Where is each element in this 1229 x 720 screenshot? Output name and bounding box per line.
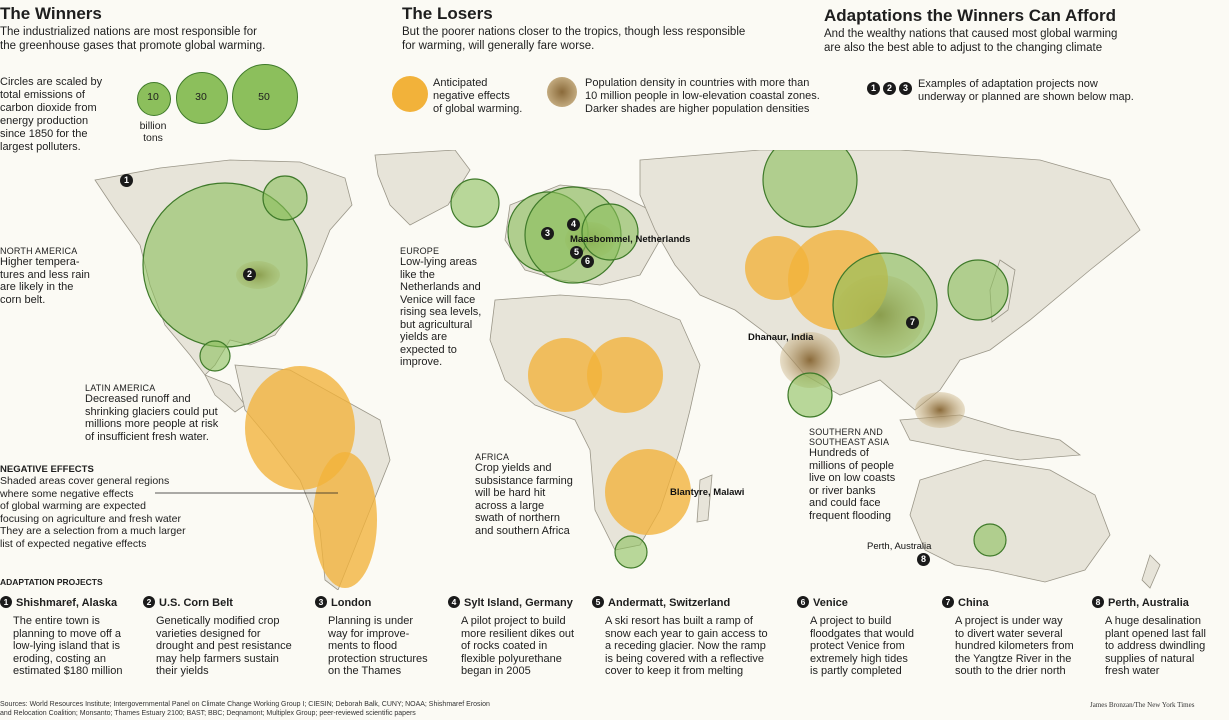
- project-description: A project is under way to divert water se…: [955, 615, 1074, 677]
- project-number-8: 8: [1092, 596, 1104, 608]
- project-number-6: 6: [797, 596, 809, 608]
- project-title: Sylt Island, Germany: [464, 597, 573, 609]
- emissions-canada: [262, 175, 308, 221]
- project-description: Planning is under way for improve- ments …: [328, 615, 428, 677]
- legend-negative-text: Anticipated negative effects of global w…: [433, 77, 523, 115]
- emissions-mexico: [199, 340, 231, 372]
- project-title: U.S. Corn Belt: [159, 597, 233, 609]
- region-latin-america: LATIN AMERICA Decreased runoff and shrink…: [85, 383, 219, 443]
- map-marker-1: 1: [120, 174, 133, 187]
- project-title: Shishmaref, Alaska: [16, 597, 118, 609]
- legend-circle-50: [232, 64, 298, 130]
- project-number-7: 7: [942, 596, 954, 608]
- map-label-perth: Perth, Australia: [867, 541, 932, 552]
- legend-circle-30: [176, 72, 228, 124]
- region-southeast-asia: SOUTHERN AND SOUTHEAST ASIA Hundreds of m…: [809, 427, 896, 522]
- credit-line: James Bronzan/The New York Times: [1090, 701, 1195, 709]
- emissions-australia: [973, 523, 1007, 557]
- losers-subtitle: But the poorer nations closer to the tro…: [402, 26, 746, 52]
- project-description: A project to build floodgates that would …: [810, 615, 914, 677]
- legend-marker-3: 3: [899, 82, 912, 95]
- density-southeast-asia: [915, 392, 965, 428]
- greenland-landmass: [374, 150, 471, 226]
- emissions-china: [832, 252, 938, 358]
- legend-density-text: Population density in countries with mor…: [585, 77, 820, 115]
- negative-effects-note: NEGATIVE EFFECTS Shaded areas cover gene…: [0, 464, 186, 550]
- negative-south-america-south: [313, 452, 377, 588]
- new-zealand-landmass: [1141, 554, 1161, 589]
- map-marker-2: 2: [243, 268, 256, 281]
- winners-subtitle: The industrialized nations are most resp…: [0, 26, 266, 52]
- emissions-south-africa: [614, 535, 648, 569]
- australia-landmass: [909, 459, 1111, 583]
- map-marker-6: 6: [581, 255, 594, 268]
- project-number-1: 1: [0, 596, 12, 608]
- negative-latin-america: [245, 366, 355, 490]
- project-description: A huge desalination plant opened last fal…: [1105, 615, 1206, 677]
- project-sylt: 4 Sylt Island, Germany A pilot project to…: [448, 596, 588, 678]
- project-description: A ski resort has built a ramp of snow eac…: [605, 615, 768, 677]
- adaptations-title: Adaptations the Winners Can Afford: [824, 6, 1116, 25]
- emissions-india: [787, 372, 833, 418]
- legend-value-10: 10: [147, 91, 159, 103]
- region-north-america: NORTH AMERICA Higher tempera-tures and l…: [0, 246, 90, 306]
- project-london: 3 London Planning is under way for improve…: [315, 596, 443, 678]
- adaptation-projects-header: ADAPTATION PROJECTS: [0, 577, 103, 587]
- project-perth: 8 Perth, Australia A huge desalination pla…: [1092, 596, 1227, 678]
- legend-value-50: 50: [258, 91, 270, 103]
- project-china: 7 China A project is under way to divert w…: [942, 596, 1087, 678]
- negative-southern-africa: [605, 449, 691, 535]
- region-europe: EUROPE Low-lying areas like the Netherlan…: [400, 246, 482, 368]
- project-corn-belt: 2 U.S. Corn Belt Genetically modified cro…: [143, 596, 303, 678]
- legend-marker-1: 1: [867, 82, 880, 95]
- project-number-5: 5: [592, 596, 604, 608]
- density-india: [780, 332, 840, 388]
- project-number-3: 3: [315, 596, 327, 608]
- project-venice: 6 Venice A project to build floodgates tha…: [797, 596, 932, 678]
- circle-scale-note: Circles are scaled by total emissions of…: [0, 76, 103, 153]
- negative-west-africa: [528, 338, 602, 412]
- legend-unit: billion tons: [139, 120, 167, 144]
- project-number-2: 2: [143, 596, 155, 608]
- project-description: The entire town is planning to move off a…: [13, 615, 123, 677]
- losers-title: The Losers: [402, 4, 493, 23]
- madagascar-landmass: [696, 474, 713, 523]
- legend-examples-text: Examples of adaptation projects now unde…: [918, 78, 1134, 103]
- project-description: A pilot project to build more resilient d…: [461, 615, 575, 677]
- project-andermatt: 5 Andermatt, Switzerland A ski resort has…: [592, 596, 787, 678]
- legend-density-swatch: [547, 77, 577, 107]
- project-shishmaref: 1 Shishmaref, Alaska The entire town is pl…: [0, 596, 128, 678]
- project-title: Andermatt, Switzerland: [608, 597, 731, 609]
- project-title: China: [958, 597, 989, 609]
- region-africa: AFRICA Crop yields and subsistance farmin…: [475, 452, 573, 537]
- negative-sahel: [587, 337, 663, 413]
- map-marker-7: 7: [906, 316, 919, 329]
- map-marker-8: 8: [917, 553, 930, 566]
- emissions-united-kingdom: [450, 178, 500, 228]
- map-marker-3: 3: [541, 227, 554, 240]
- emissions-japan: [947, 259, 1009, 321]
- map-label-dhanaur: Dhanaur, India: [748, 332, 814, 343]
- legend-value-30: 30: [195, 91, 207, 103]
- adaptations-subtitle: And the wealthy nations that caused most…: [824, 28, 1118, 54]
- project-description: Genetically modified crop varieties desig…: [156, 615, 292, 677]
- map-marker-4: 4: [567, 218, 580, 231]
- sources-footer: Sources: World Resources Institute; Inte…: [0, 701, 490, 717]
- world-map: [94, 150, 1161, 590]
- map-label-maasbommel: Maasbommel, Netherlands: [570, 234, 691, 245]
- project-title: London: [331, 597, 372, 609]
- winners-title: The Winners: [0, 4, 102, 23]
- legend-marker-2: 2: [883, 82, 896, 95]
- map-label-blantyre: Blantyre, Malawi: [670, 487, 745, 498]
- project-number-4: 4: [448, 596, 460, 608]
- project-title: Perth, Australia: [1108, 597, 1189, 609]
- map-marker-5: 5: [570, 246, 583, 259]
- emissions-poland: [581, 203, 639, 261]
- legend-negative-swatch: [392, 76, 428, 112]
- project-title: Venice: [813, 597, 848, 609]
- legend-circle-10: [137, 82, 171, 116]
- emissions-russia: [762, 150, 858, 228]
- central-america-landmass: [204, 374, 246, 413]
